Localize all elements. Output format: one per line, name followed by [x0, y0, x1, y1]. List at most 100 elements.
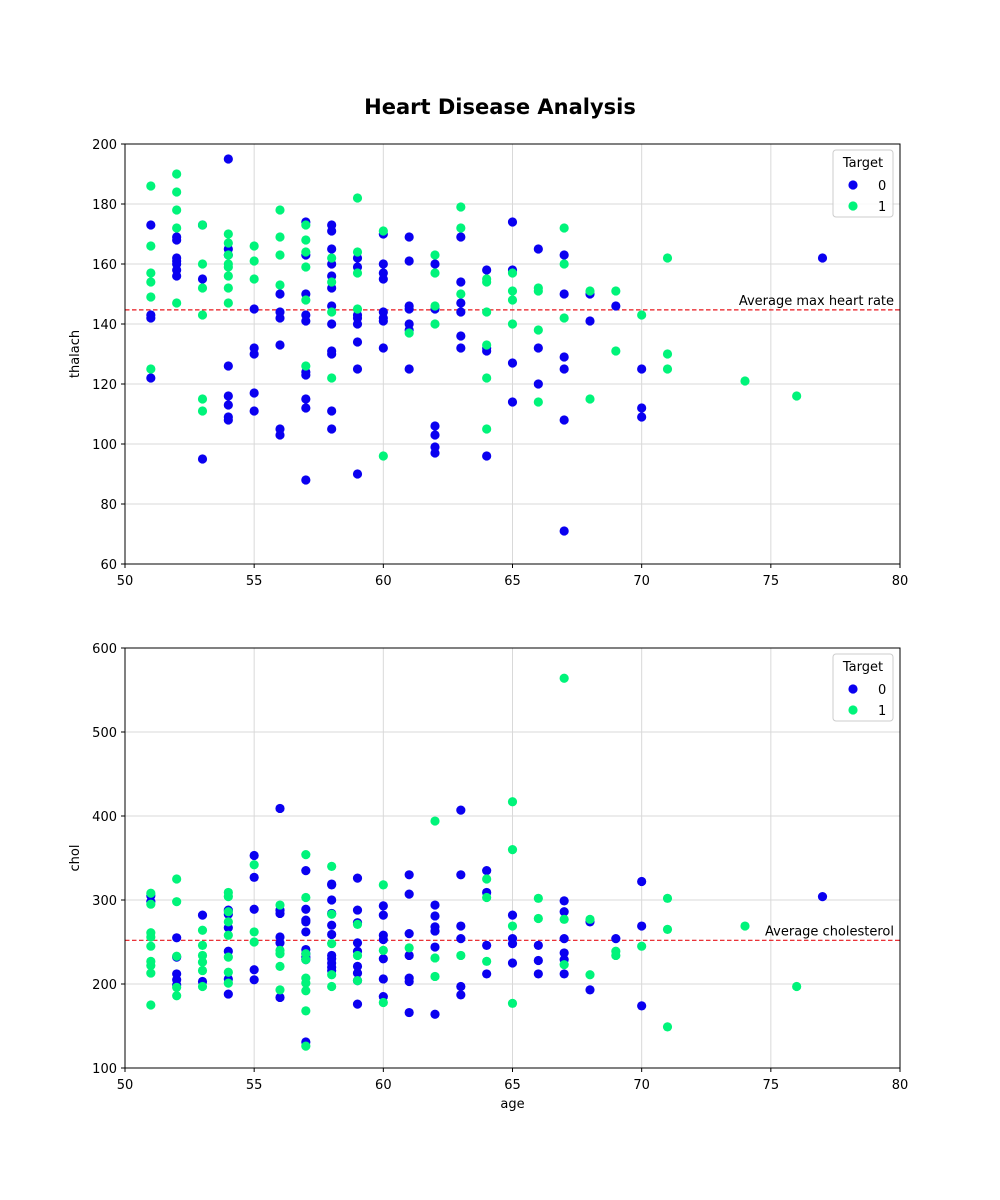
scatter-point: [482, 340, 492, 350]
scatter-point: [301, 866, 311, 876]
scatter-point: [404, 304, 414, 314]
scatter-point: [404, 1007, 414, 1018]
scatter-point: [327, 307, 337, 317]
scatter-point: [430, 911, 440, 921]
scatter-point: [611, 934, 621, 944]
scatter-point: [404, 950, 414, 961]
scatter-point: [249, 904, 259, 914]
scatter-point: [327, 909, 337, 919]
scatter-point: [507, 268, 518, 278]
scatter-point: [559, 223, 569, 233]
scatter-point: [146, 888, 156, 898]
scatter-point: [223, 262, 233, 272]
scatter-point: [249, 965, 259, 975]
scatter-point: [249, 872, 259, 882]
scatter-point: [301, 403, 311, 413]
scatter-point: [507, 958, 518, 968]
scatter-point: [327, 253, 337, 263]
scatter-point: [456, 934, 466, 944]
scatter-point: [352, 469, 363, 479]
scatter-point: [404, 364, 414, 374]
scatter-point: [172, 187, 182, 197]
scatter-point: [172, 897, 182, 907]
scatter-point: [456, 298, 466, 308]
scatter-point: [223, 978, 233, 988]
scatter-point: [275, 961, 285, 971]
scatter-point: [559, 526, 569, 536]
scatter-point: [559, 250, 569, 260]
x-tick-label: 80: [892, 574, 909, 589]
scatter-point: [249, 937, 259, 947]
scatter-point: [197, 925, 208, 935]
scatter-point: [456, 981, 466, 992]
scatter-point: [559, 969, 569, 979]
y-tick-label: 60: [100, 558, 117, 573]
scatter-point: [223, 391, 233, 401]
scatter-point: [533, 893, 543, 903]
scatter-point: [662, 924, 673, 935]
scatter-point: [327, 319, 337, 329]
scatter-point: [275, 949, 285, 959]
scatter-point: [223, 250, 233, 260]
scatter-point: [637, 412, 647, 422]
scatter-point: [585, 970, 595, 980]
scatter-point: [223, 917, 233, 927]
scatter-point: [533, 244, 543, 254]
axes-frame: [124, 647, 901, 1069]
scatter-point: [482, 969, 492, 979]
scatter-point: [404, 976, 414, 987]
scatter-point: [404, 232, 414, 242]
scatter-point: [378, 274, 388, 284]
legend-marker: [848, 705, 858, 715]
scatter-point: [533, 955, 543, 966]
scatter-point: [352, 950, 363, 961]
x-tick-label: 60: [375, 574, 392, 589]
legend-box: [832, 149, 894, 218]
scatter-point: [430, 971, 440, 982]
scatter-point: [430, 926, 440, 936]
scatter-point: [301, 904, 311, 914]
scatter-point: [301, 316, 311, 326]
scatter-point: [275, 985, 285, 995]
scatter-point: [249, 975, 259, 985]
scatter-point: [507, 797, 518, 807]
y-tick-label: 80: [100, 498, 117, 513]
y-tick-label: 500: [92, 726, 117, 741]
scatter-point: [404, 943, 414, 953]
scatter-point: [404, 889, 414, 899]
scatter-point: [585, 316, 595, 326]
scatter-point: [662, 364, 673, 374]
scatter-point: [352, 247, 363, 257]
scatter-point: [482, 874, 492, 884]
scatter-point: [249, 406, 259, 416]
x-tick-label: 55: [246, 1078, 263, 1093]
scatter-point: [430, 430, 440, 440]
scatter-point: [456, 277, 466, 287]
scatter-point: [223, 298, 233, 308]
scatter-point: [146, 373, 156, 383]
scatter-point: [507, 358, 518, 368]
scatter-point: [275, 992, 285, 1003]
scatter-point: [352, 193, 363, 203]
x-tick-label: 50: [117, 1078, 134, 1093]
scatter-point: [146, 968, 156, 978]
y-tick-label: 400: [92, 810, 117, 825]
scatter-point: [559, 364, 569, 374]
scatter-point: [327, 861, 337, 872]
scatter-point: [637, 921, 647, 931]
scatter-point: [404, 256, 414, 266]
scatter-point: [249, 241, 259, 251]
scatter-point: [378, 901, 388, 911]
scatter-point: [172, 982, 182, 992]
scatter-point: [637, 876, 647, 887]
y-tick-label: 140: [92, 318, 117, 333]
scatter-point: [275, 280, 285, 290]
scatter-point: [352, 268, 363, 278]
scatter-point: [559, 313, 569, 323]
x-tick-label: 75: [763, 574, 780, 589]
scatter-point: [740, 921, 750, 931]
scatter-point: [430, 900, 440, 910]
scatter-point: [197, 406, 208, 416]
scatter-point: [352, 919, 363, 929]
scatter-point: [456, 331, 466, 341]
